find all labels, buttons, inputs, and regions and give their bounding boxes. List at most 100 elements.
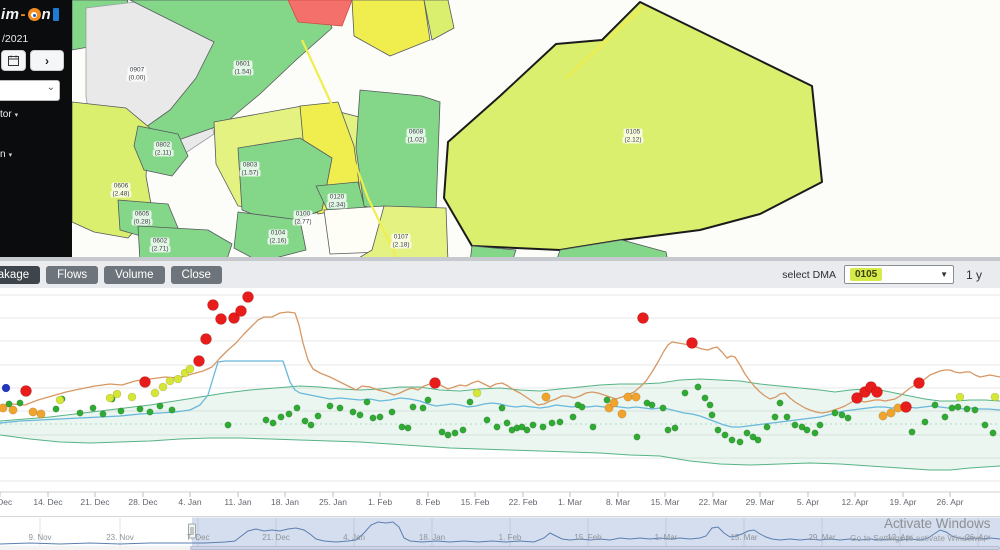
green-point[interactable] (783, 413, 791, 421)
green-point[interactable] (708, 411, 716, 419)
orange-point[interactable] (8, 405, 18, 415)
orange-point[interactable] (878, 411, 888, 421)
green-point[interactable] (771, 413, 779, 421)
green-point[interactable] (603, 396, 611, 404)
green-point[interactable] (941, 413, 949, 421)
scrollbar-thumb[interactable] (190, 546, 1000, 550)
green-point[interactable] (931, 401, 939, 409)
green-point[interactable] (503, 419, 511, 427)
green-point[interactable] (706, 401, 714, 409)
green-point[interactable] (483, 416, 491, 424)
red-point[interactable] (429, 377, 441, 389)
close-button[interactable]: Close (170, 265, 222, 284)
yellow-point[interactable] (165, 376, 175, 386)
green-point[interactable] (754, 436, 762, 444)
orange-point[interactable] (631, 392, 641, 402)
red-point[interactable] (20, 385, 32, 397)
green-point[interactable] (277, 413, 285, 421)
green-point[interactable] (816, 421, 824, 429)
green-point[interactable] (363, 398, 371, 406)
leakage-button[interactable]: Leakage (0, 265, 41, 284)
orange-point[interactable] (617, 409, 627, 419)
green-point[interactable] (493, 423, 501, 431)
green-point[interactable] (749, 433, 757, 441)
green-point[interactable] (776, 399, 784, 407)
green-point[interactable] (301, 417, 309, 425)
green-point[interactable] (798, 423, 806, 431)
green-point[interactable] (369, 414, 377, 422)
green-point[interactable] (459, 426, 467, 434)
green-point[interactable] (438, 428, 446, 436)
orange-point[interactable] (623, 392, 633, 402)
green-point[interactable] (529, 421, 537, 429)
nav-selected-range[interactable] (192, 517, 1000, 547)
green-point[interactable] (791, 421, 799, 429)
green-point[interactable] (224, 421, 232, 429)
green-point[interactable] (589, 423, 597, 431)
calendar-button[interactable] (1, 50, 26, 71)
sidebar-link-indicator[interactable]: tor ▾ (0, 109, 18, 120)
yellow-point[interactable] (127, 392, 137, 402)
green-point[interactable] (146, 408, 154, 416)
green-point[interactable] (971, 406, 979, 414)
zone-0602[interactable] (137, 225, 233, 262)
green-point[interactable] (16, 399, 24, 407)
flows-button[interactable]: Flows (46, 265, 99, 284)
orange-point[interactable] (609, 398, 619, 408)
green-point[interactable] (424, 396, 432, 404)
green-point[interactable] (664, 426, 672, 434)
orange-point[interactable] (0, 403, 8, 413)
green-point[interactable] (99, 410, 107, 418)
green-point[interactable] (569, 413, 577, 421)
red-point[interactable] (242, 291, 254, 303)
red-point[interactable] (193, 355, 205, 367)
green-point[interactable] (736, 438, 744, 446)
green-point[interactable] (451, 429, 459, 437)
green-point[interactable] (404, 424, 412, 432)
red-point[interactable] (207, 299, 219, 311)
green-point[interactable] (714, 426, 722, 434)
green-point[interactable] (556, 418, 564, 426)
scrollbar[interactable] (0, 546, 1000, 550)
red-point[interactable] (686, 337, 698, 349)
green-point[interactable] (838, 411, 846, 419)
green-point[interactable] (763, 423, 771, 431)
green-point[interactable] (648, 401, 656, 409)
green-point[interactable] (908, 428, 916, 436)
red-point[interactable] (215, 313, 227, 325)
green-point[interactable] (728, 436, 736, 444)
red-point[interactable] (637, 312, 649, 324)
zone-0100[interactable] (237, 137, 333, 227)
volume-button[interactable]: Volume (104, 265, 165, 284)
green-point[interactable] (376, 413, 384, 421)
blue-point[interactable] (1, 383, 11, 393)
green-point[interactable] (52, 405, 60, 413)
dma-select[interactable]: 0105 ▼ (843, 265, 954, 284)
green-point[interactable] (444, 431, 452, 439)
zone-yellow-top[interactable] (351, 0, 431, 57)
green-point[interactable] (523, 426, 531, 434)
zone-red[interactable] (287, 0, 353, 27)
red-point[interactable] (200, 333, 212, 345)
green-point[interactable] (681, 389, 689, 397)
green-point[interactable] (811, 429, 819, 437)
green-point[interactable] (398, 423, 406, 431)
green-point[interactable] (262, 416, 270, 424)
green-point[interactable] (694, 383, 702, 391)
red-point[interactable] (913, 377, 925, 389)
yellow-point[interactable] (990, 392, 1000, 402)
red-point[interactable] (851, 392, 863, 404)
yellow-point[interactable] (173, 374, 183, 384)
green-point[interactable] (578, 403, 586, 411)
green-point[interactable] (743, 429, 751, 437)
green-point[interactable] (326, 402, 334, 410)
yellow-point[interactable] (472, 388, 482, 398)
orange-point[interactable] (36, 409, 46, 419)
green-point[interactable] (844, 414, 852, 422)
zone-0105[interactable] (443, 1, 823, 251)
green-point[interactable] (633, 433, 641, 441)
green-point[interactable] (168, 406, 176, 414)
green-point[interactable] (356, 411, 364, 419)
green-point[interactable] (388, 408, 396, 416)
green-point[interactable] (518, 423, 526, 431)
